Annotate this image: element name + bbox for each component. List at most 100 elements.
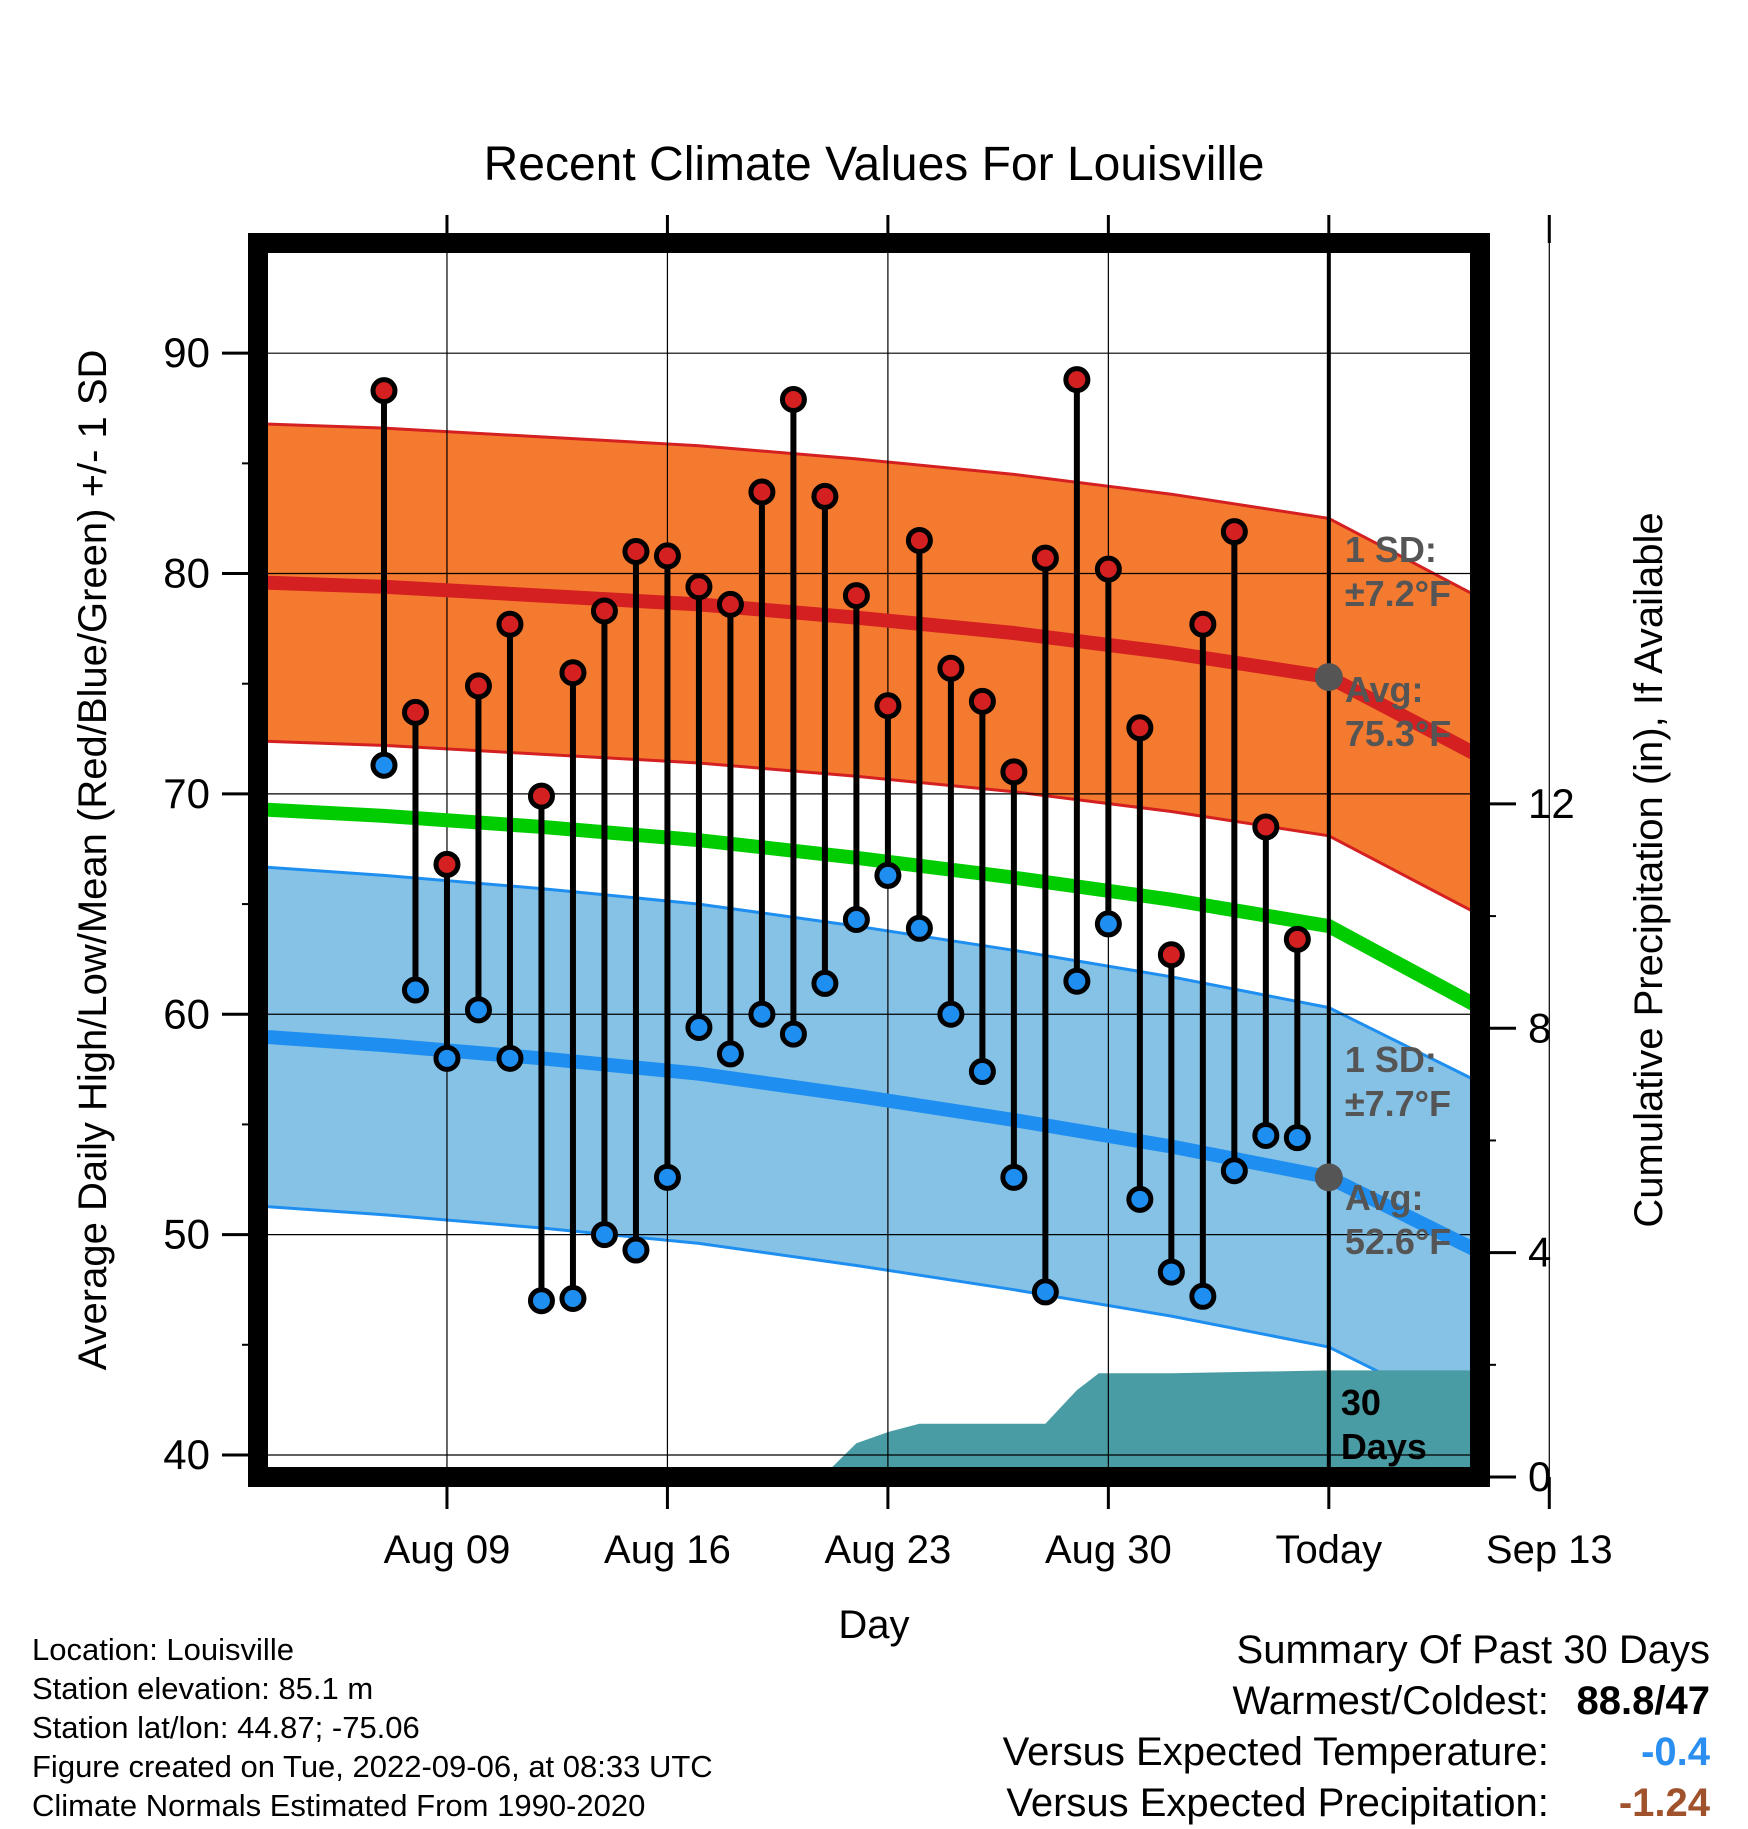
obs-low-point: [1094, 910, 1122, 938]
obs-high-point: [590, 597, 618, 625]
y2-tick-label: 8: [1528, 1004, 1551, 1051]
info-elevation: Station elevation: 85.1 m: [32, 1671, 374, 1706]
precip-area: [258, 1370, 1480, 1477]
info-location: Location: Louisville: [32, 1632, 294, 1667]
x-tick-label: Today: [1275, 1528, 1382, 1572]
obs-high-point: [874, 692, 902, 720]
obs-low-point: [1063, 967, 1091, 995]
today-high-avg-marker: [1314, 663, 1343, 692]
y2-axis-label: Cumulative Precipitation (in), If Availa…: [1627, 512, 1671, 1227]
high-sd-band-upper: [258, 422, 1480, 600]
y-tick-label: 60: [163, 990, 210, 1037]
obs-low-point: [1126, 1185, 1154, 1213]
obs-high-point: [748, 478, 776, 506]
info-latlon: Station lat/lon: 44.87; -75.06: [32, 1710, 420, 1745]
obs-low-point: [685, 1013, 713, 1041]
x-tick-label: Sep 13: [1486, 1528, 1613, 1572]
summary-precip-label: Versus Expected Precipitation:: [1006, 1781, 1549, 1825]
station-info: Location: Louisville Station elevation: …: [32, 1630, 713, 1825]
obs-high-point: [1157, 941, 1185, 969]
obs-high-point: [464, 672, 492, 700]
x-tick-label: Aug 09: [384, 1528, 511, 1572]
x-tick-label: Aug 16: [604, 1528, 731, 1572]
obs-high-point: [685, 573, 713, 601]
plot-frame: [248, 233, 1490, 1487]
obs-high-point: [1094, 555, 1122, 583]
obs-low-point: [1220, 1157, 1248, 1185]
obs-high-point: [937, 654, 965, 682]
obs-high-point: [1126, 714, 1154, 742]
obs-high-point: [968, 687, 996, 715]
low-sd-band-lower: [258, 1204, 1480, 1424]
obs-low-point: [464, 996, 492, 1024]
high-avg-value: 75.3°F: [1345, 713, 1451, 754]
obs-low-point: [874, 861, 902, 889]
obs-low-point: [779, 1020, 807, 1048]
obs-high-point: [653, 542, 681, 570]
obs-low-point: [905, 914, 933, 942]
low-avg-value: 52.6°F: [1345, 1221, 1451, 1262]
summary-precip-value: -1.24: [1618, 1781, 1710, 1825]
obs-high-point: [1063, 366, 1091, 394]
obs-low-point: [433, 1044, 461, 1072]
x-tick-label: Aug 23: [825, 1528, 952, 1572]
days-count-number: 30: [1341, 1382, 1381, 1423]
obs-high-point: [496, 610, 524, 638]
obs-high-point: [842, 582, 870, 610]
y2-tick-label: 0: [1528, 1453, 1551, 1500]
grid-lines: [258, 243, 1550, 1477]
obs-low-point: [748, 1000, 776, 1028]
obs-high-point: [527, 782, 555, 810]
high-avg-label: Avg:: [1345, 669, 1424, 710]
obs-low-point: [496, 1044, 524, 1072]
summary-panel: Summary Of Past 30 Days Warmest/Coldest:…: [1003, 1625, 1710, 1829]
obs-high-point: [905, 526, 933, 554]
high-sd-label: 1 SD:: [1345, 529, 1437, 570]
low-sd-label: 1 SD:: [1345, 1039, 1437, 1080]
high-sd-value: ±7.2°F: [1345, 573, 1451, 614]
obs-low-point: [1000, 1163, 1028, 1191]
y-tick-label: 70: [163, 770, 210, 817]
summary-temp-label: Versus Expected Temperature:: [1002, 1730, 1549, 1774]
x-axis-label: Day: [838, 1603, 909, 1647]
obs-low-point: [937, 1000, 965, 1028]
y2-tick-label: 12: [1528, 780, 1575, 827]
obs-high-point: [1189, 610, 1217, 638]
obs-low-point: [1189, 1282, 1217, 1310]
obs-low-point: [1157, 1258, 1185, 1286]
obs-low-point: [1031, 1278, 1059, 1306]
low-avg-label: Avg:: [1345, 1177, 1424, 1218]
summary-title: Summary Of Past 30 Days: [1236, 1628, 1710, 1672]
obs-high-point: [622, 538, 650, 565]
obs-low-point: [559, 1285, 587, 1313]
chart-title: Recent Climate Values For Louisville: [484, 138, 1265, 191]
low-sd-value: ±7.7°F: [1345, 1083, 1451, 1124]
y-axis-label: Average Daily High/Low/Mean (Red/Blue/Gr…: [71, 350, 115, 1371]
obs-high-point: [370, 377, 398, 405]
obs-high-point: [811, 482, 839, 510]
obs-low-point: [653, 1163, 681, 1191]
obs-high-point: [559, 659, 587, 687]
y-tick-label: 40: [163, 1431, 210, 1478]
y-tick-label: 80: [163, 550, 210, 597]
summary-warmest-value: 88.8/47: [1576, 1679, 1710, 1723]
y-tick-label: 50: [163, 1211, 210, 1258]
obs-low-point: [527, 1287, 555, 1315]
x-tick-label: Aug 30: [1045, 1528, 1172, 1572]
today-low-avg-marker: [1314, 1163, 1343, 1192]
obs-high-point: [433, 850, 461, 878]
obs-low-point: [842, 905, 870, 933]
info-normals: Climate Normals Estimated From 1990-2020: [32, 1788, 646, 1823]
obs-high-point: [401, 698, 429, 726]
obs-low-point: [1252, 1121, 1280, 1149]
y-tick-label: 90: [163, 329, 210, 376]
normal-low-line: [258, 1029, 1480, 1259]
obs-low-point: [590, 1221, 618, 1249]
obs-low-point: [811, 969, 839, 997]
obs-high-point: [779, 385, 807, 413]
obs-low-point: [716, 1040, 744, 1068]
obs-low-point: [370, 751, 398, 779]
high-sd-band: [258, 423, 1480, 916]
obs-high-point: [1220, 518, 1248, 546]
